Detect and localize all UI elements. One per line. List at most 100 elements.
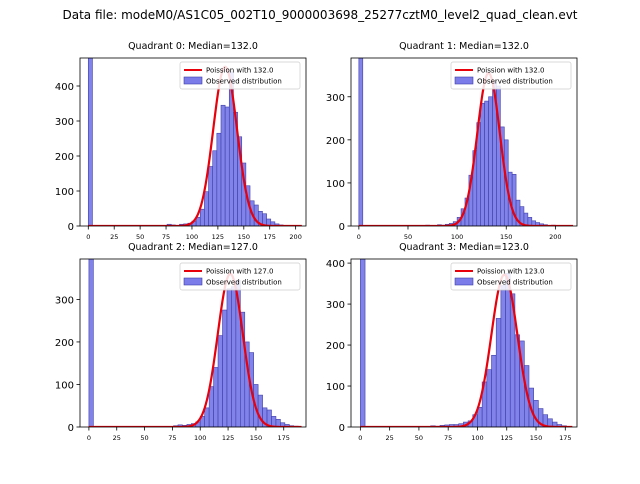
y-tick-label: 100	[55, 187, 74, 198]
x-tick-label: 150	[238, 233, 250, 241]
x-tick-label: 150	[500, 233, 512, 241]
histogram-bar	[214, 367, 218, 427]
y-tick-label: 100	[326, 179, 345, 190]
x-tick-label: 50	[140, 434, 148, 442]
y-tick-label: 0	[68, 222, 74, 233]
histogram-bar	[487, 370, 492, 427]
y-tick-label: 400	[55, 82, 74, 93]
histogram-bar	[225, 107, 229, 226]
legend: Poission with 132.0 Observed distribution	[451, 62, 571, 89]
poisson-fit-line	[360, 275, 572, 427]
x-tick-label: 0	[357, 233, 361, 241]
poisson-fit-line	[359, 73, 573, 226]
y-tick-label: 200	[55, 152, 74, 163]
x-tick-label: 125	[222, 434, 234, 442]
legend: Poission with 127.0 Observed distribution	[180, 263, 300, 290]
legend-label-fit: Poission with 132.0	[206, 67, 274, 75]
x-tick-label: 100	[451, 233, 463, 241]
x-tick-label: 0	[87, 434, 91, 442]
y-tick-label: 400	[326, 259, 345, 270]
y-tick-label: 0	[339, 222, 345, 233]
x-tick-label: 75	[168, 434, 176, 442]
histogram-bar	[213, 151, 217, 226]
y-tick-label: 200	[326, 136, 345, 147]
x-tick-label: 150	[530, 434, 542, 442]
x-tick-label: 200	[289, 233, 301, 241]
histogram-bar	[489, 97, 493, 226]
legend-label-observed: Observed distribution	[206, 78, 282, 86]
legend-label-fit: Poission with 123.0	[477, 268, 545, 276]
x-tick-label: 200	[549, 233, 561, 241]
legend-label-observed: Observed distribution	[206, 279, 282, 287]
y-tick-label: 300	[326, 93, 345, 104]
y-tick-label: 100	[55, 380, 74, 391]
histogram-bar	[359, 58, 363, 226]
legend-label-observed: Observed distribution	[477, 78, 553, 86]
histogram-bar	[221, 105, 225, 226]
x-tick-label: 100	[194, 434, 206, 442]
x-tick-label: 100	[186, 233, 198, 241]
histogram-bar	[506, 273, 511, 427]
histogram-bar	[218, 336, 222, 427]
x-tick-label: 125	[501, 434, 513, 442]
legend-label-fit: Poission with 127.0	[206, 268, 274, 276]
x-tick-label: 50	[136, 233, 144, 241]
x-tick-label: 75	[162, 233, 170, 241]
y-tick-label: 300	[55, 295, 74, 306]
y-tick-label: 200	[55, 338, 74, 349]
histogram-bar	[209, 167, 213, 227]
histogram-bar	[501, 286, 506, 427]
subplot-title: Quadrant 0: Median=132.0	[128, 41, 258, 52]
poisson-fit-line	[89, 274, 302, 427]
x-tick-label: 50	[415, 434, 423, 442]
legend: Poission with 123.0 Observed distribution	[451, 263, 571, 290]
histogram-bar	[485, 101, 489, 226]
legend-bar-swatch	[184, 278, 202, 285]
histogram-bar	[492, 355, 497, 427]
histogram-bar	[231, 287, 235, 427]
histogram-bar	[217, 133, 221, 226]
x-tick-label: 0	[86, 233, 90, 241]
histogram-bar	[360, 259, 365, 427]
histogram-bar	[227, 289, 231, 427]
subplot-title: Quadrant 2: Median=127.0	[128, 242, 258, 253]
x-tick-label: 25	[386, 434, 394, 442]
panel-quadrant-0: 0 25 50 75 100 125 150 175 200 0 100 200 300 400 Quadr…	[55, 41, 306, 241]
panel-quadrant-1: 0 50 100 150 200 0 100 200 300 Quadrant 1: Median…	[326, 41, 577, 241]
y-tick-label: 0	[339, 423, 345, 434]
x-tick-label: 25	[113, 434, 121, 442]
x-tick-label: 175	[264, 233, 276, 241]
histogram-bar	[496, 318, 501, 427]
histogram-bar	[205, 408, 209, 427]
x-tick-label: 175	[278, 434, 290, 442]
x-tick-label: 125	[212, 233, 224, 241]
x-tick-label: 50	[404, 233, 412, 241]
histogram-bar	[88, 58, 92, 226]
x-tick-label: 0	[358, 434, 362, 442]
y-tick-label: 300	[326, 300, 345, 311]
figure-title: Data file: modeM0/AS1C05_002T10_90000036…	[0, 8, 640, 22]
histogram-bar	[209, 387, 213, 427]
x-tick-label: 25	[110, 233, 118, 241]
y-tick-label: 200	[326, 341, 345, 352]
legend-bar-swatch	[455, 77, 473, 84]
histogram-bar	[481, 103, 485, 226]
histogram-bar	[204, 192, 208, 226]
histogram-bar	[200, 209, 204, 226]
legend-label-fit: Poission with 132.0	[477, 67, 545, 75]
subplot-title: Quadrant 3: Median=123.0	[399, 242, 529, 253]
histogram-bar	[534, 400, 539, 427]
legend-label-observed: Observed distribution	[477, 279, 553, 287]
x-tick-label: 175	[559, 434, 571, 442]
legend: Poission with 132.0 Observed distribution	[180, 62, 300, 89]
y-tick-label: 300	[55, 117, 74, 128]
y-tick-label: 100	[326, 382, 345, 393]
legend-bar-swatch	[455, 278, 473, 285]
legend-bar-swatch	[184, 77, 202, 84]
subplot-title: Quadrant 1: Median=132.0	[399, 41, 529, 52]
y-tick-label: 0	[68, 423, 74, 434]
